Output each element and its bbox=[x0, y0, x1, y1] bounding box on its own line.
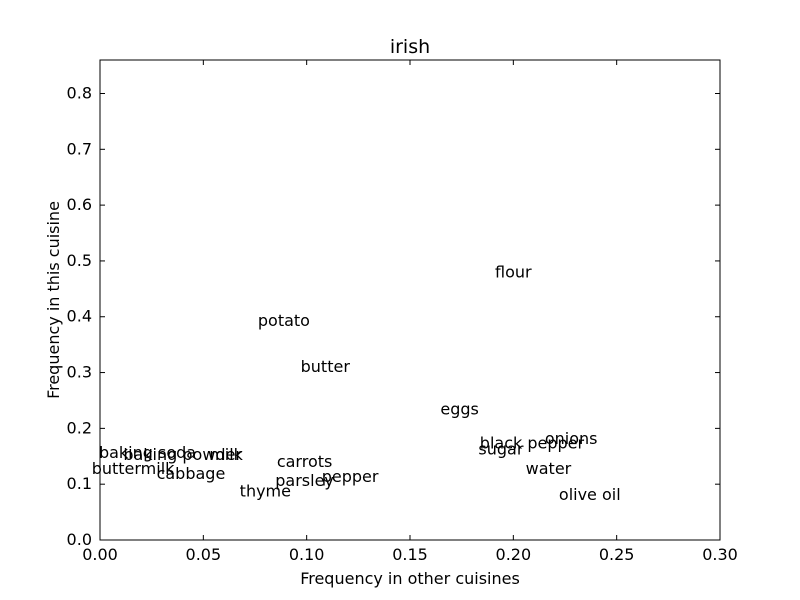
x-axis-label: Frequency in other cuisines bbox=[300, 569, 520, 588]
y-tick-label: 0.8 bbox=[67, 83, 92, 102]
point-label: butter bbox=[301, 357, 351, 376]
point-label: thyme bbox=[240, 481, 291, 500]
x-tick-label: 0.10 bbox=[289, 545, 325, 564]
y-tick-label: 0.2 bbox=[67, 418, 92, 437]
x-tick-label: 0.25 bbox=[599, 545, 635, 564]
y-tick-label: 0.7 bbox=[67, 139, 92, 158]
point-label: cabbage bbox=[157, 464, 226, 483]
point-label: parsley bbox=[275, 471, 334, 490]
x-tick-label: 0.20 bbox=[496, 545, 532, 564]
point-label: milk bbox=[209, 445, 243, 464]
point-label: baking soda bbox=[99, 443, 196, 462]
x-tick-label: 0.05 bbox=[186, 545, 222, 564]
y-tick-label: 0.3 bbox=[67, 363, 92, 382]
y-tick-label: 0.1 bbox=[67, 474, 92, 493]
x-tick-label: 0.30 bbox=[702, 545, 738, 564]
point-label: pepper bbox=[322, 467, 379, 486]
point-label: flour bbox=[495, 263, 532, 282]
point-label: baking powder bbox=[123, 445, 242, 464]
y-axis-label: Frequency in this cuisine bbox=[44, 201, 63, 399]
point-label: eggs bbox=[440, 399, 479, 418]
point-label: water bbox=[526, 459, 572, 478]
x-axis: 0.00 0.05 0.10 0.15 0.20 0.25 0.30 bbox=[82, 60, 738, 564]
y-axis: 0.0 0.1 0.2 0.3 0.4 0.5 0.6 0.7 0.8 bbox=[67, 83, 720, 549]
y-tick-label: 0.6 bbox=[67, 195, 92, 214]
point-label: black pepper bbox=[480, 433, 585, 452]
x-tick-label: 0.00 bbox=[82, 545, 118, 564]
point-label: buttermilk bbox=[92, 459, 175, 478]
x-tick-label: 0.15 bbox=[392, 545, 428, 564]
y-tick-label: 0.5 bbox=[67, 251, 92, 270]
chart-title: irish bbox=[390, 36, 430, 58]
point-label: sugar bbox=[478, 440, 523, 459]
point-label: olive oil bbox=[559, 485, 621, 504]
y-tick-label: 0.0 bbox=[67, 530, 92, 549]
point-label: onions bbox=[545, 429, 598, 448]
point-label: potato bbox=[258, 311, 310, 330]
point-label: carrots bbox=[277, 452, 333, 471]
y-tick-label: 0.4 bbox=[67, 307, 92, 326]
